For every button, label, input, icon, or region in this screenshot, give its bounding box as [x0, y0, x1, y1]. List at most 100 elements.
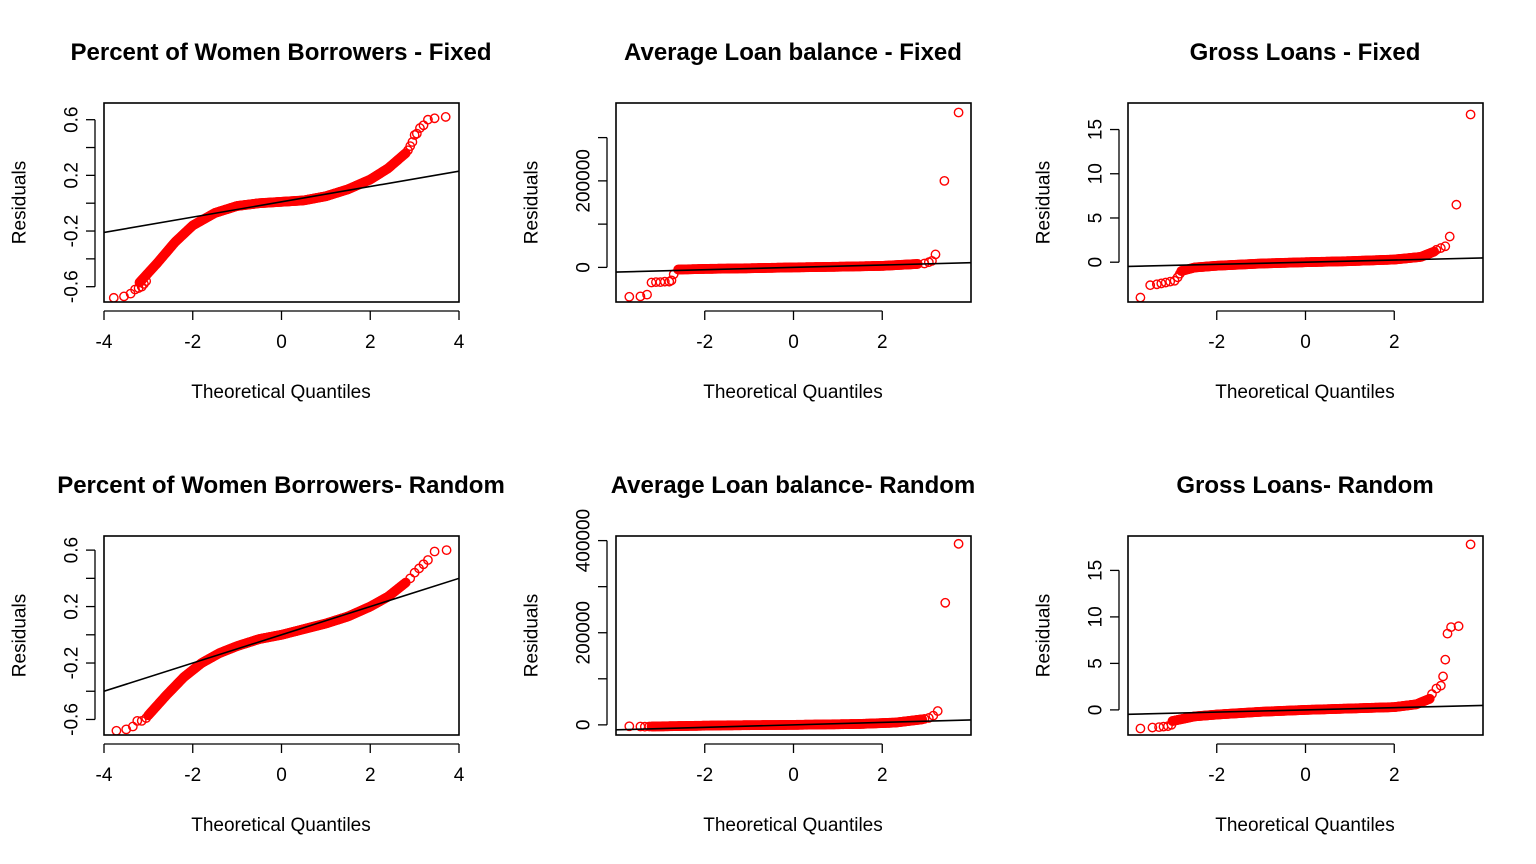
residual-point: [132, 715, 143, 726]
plot-area: [104, 545, 459, 735]
x-tick-label: 0: [1300, 765, 1311, 786]
panel-title: Average Loan balance - Fixed: [624, 39, 962, 66]
residual-point: [1156, 278, 1167, 289]
residual-point: [953, 538, 964, 549]
y-axis-label: Residuals: [522, 161, 543, 244]
residual-point: [111, 725, 122, 735]
residual-point: [635, 291, 646, 302]
y-axis-label: Residuals: [1034, 161, 1055, 244]
plot-frame: [103, 535, 460, 736]
residual-point: [1151, 279, 1162, 290]
x-tick-label: 0: [788, 332, 799, 353]
qq-reference-line: [104, 170, 459, 234]
residual-point: [400, 148, 411, 159]
residual-point: [141, 276, 152, 287]
x-axis-label: Theoretical Quantiles: [1215, 382, 1395, 403]
x-tick-label: -2: [184, 765, 201, 786]
residual-point: [1175, 268, 1185, 279]
residual-point: [1160, 277, 1171, 288]
y-tick-label: 5: [1086, 658, 1107, 669]
panel-title: Gross Loans - Fixed: [1190, 39, 1421, 66]
plot-area: [104, 112, 459, 302]
y-tick-label: 200000: [574, 601, 595, 664]
y-tick-label: 200000: [574, 149, 595, 212]
plot-frame: [1127, 102, 1484, 303]
residual-point: [1465, 539, 1476, 550]
residual-point: [1435, 680, 1446, 691]
y-tick-label: -0.2: [62, 647, 83, 680]
x-tick-label: 4: [454, 765, 465, 786]
plot-area: [1128, 109, 1483, 302]
residual-point: [940, 597, 951, 608]
qq-panel: Gross Loans - Fixed -2 0 2 Theoretical Quant…: [1034, 39, 1484, 403]
y-tick-label: 0.2: [62, 162, 83, 188]
x-tick-label: -2: [1208, 332, 1225, 353]
x-tick-label: 2: [877, 765, 888, 786]
residual-point: [429, 113, 440, 124]
y-tick-label: 0: [574, 262, 595, 273]
residual-point: [441, 545, 452, 556]
qq-panel: Percent of Women Borrowers- Random -4 -2 0 2…: [10, 472, 505, 836]
x-tick-label: 2: [1389, 332, 1400, 353]
plot-area: [616, 538, 971, 732]
qq-panel: Average Loan balance - Fixed -2 0 2 Theoreti…: [522, 39, 972, 403]
residual-point: [1135, 723, 1146, 734]
residual-point: [1424, 693, 1435, 704]
residual-point: [1444, 231, 1455, 242]
x-axis-label: Theoretical Quantiles: [703, 382, 883, 403]
residual-point: [423, 114, 433, 125]
x-tick-label: -4: [96, 765, 113, 786]
y-tick-label: 0: [1086, 257, 1107, 268]
plot-frame: [615, 102, 972, 303]
residual-point: [644, 721, 655, 732]
x-tick-label: 0: [276, 765, 287, 786]
residual-point: [440, 112, 451, 122]
x-axis-label: Theoretical Quantiles: [703, 815, 883, 836]
y-tick-label: 15: [1086, 119, 1107, 140]
residual-point: [642, 289, 652, 300]
residual-point: [409, 130, 420, 140]
residual-point: [1440, 241, 1451, 252]
y-tick-label: 0: [1086, 705, 1107, 716]
qq-reference-line: [1128, 257, 1483, 268]
residual-point: [659, 276, 670, 287]
y-tick-label: -0.6: [62, 270, 83, 303]
y-tick-label: 10: [1086, 163, 1107, 184]
residual-point: [664, 276, 675, 287]
residual-point: [1451, 199, 1462, 210]
y-axis-label: Residuals: [10, 594, 31, 677]
residual-point: [930, 249, 941, 260]
residual-point: [423, 555, 433, 565]
y-tick-label: -0.6: [62, 703, 83, 736]
x-axis-label: Theoretical Quantiles: [191, 815, 371, 836]
residual-point: [429, 546, 440, 557]
residual-point: [1145, 280, 1156, 291]
x-tick-label: 2: [365, 332, 376, 353]
y-axis-label: Residuals: [1034, 594, 1055, 677]
residual-point: [932, 706, 943, 716]
residual-point: [1465, 109, 1476, 120]
x-tick-label: 2: [877, 332, 888, 353]
plot-frame: [103, 102, 460, 303]
x-tick-label: 0: [276, 332, 287, 353]
residual-point: [666, 275, 677, 286]
residual-point: [624, 291, 635, 302]
panel-title: Percent of Women Borrowers- Random: [57, 472, 505, 499]
y-tick-label: 0.6: [62, 537, 83, 563]
qq-reference-line: [1128, 704, 1483, 716]
x-tick-label: -2: [184, 332, 201, 353]
plot-frame: [1127, 535, 1484, 736]
residual-point: [1453, 621, 1464, 632]
residual-point: [1147, 722, 1158, 733]
x-tick-label: -4: [96, 332, 113, 353]
residual-point: [624, 721, 635, 732]
y-tick-label: 0.2: [62, 593, 83, 619]
residual-point: [411, 128, 422, 139]
residual-point: [1438, 671, 1448, 682]
residual-point: [919, 713, 930, 724]
residual-point: [1446, 622, 1456, 633]
x-axis-label: Theoretical Quantiles: [1215, 815, 1395, 836]
x-tick-label: -2: [696, 332, 713, 353]
x-tick-label: -2: [1208, 765, 1225, 786]
